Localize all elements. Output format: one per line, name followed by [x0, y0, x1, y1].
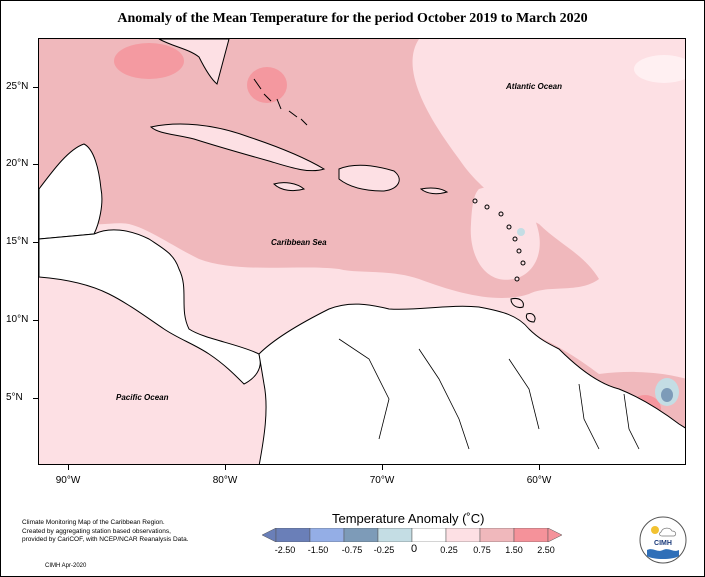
lon-label-60w: 60°W [526, 475, 552, 486]
legend-swatch [343, 528, 379, 542]
cimh-logo: CIMH [639, 516, 687, 564]
land-puerto-rico [419, 187, 449, 195]
lat-label-15n: 15°N [6, 236, 29, 247]
anomaly-cool-guianas-inner [661, 388, 673, 402]
anomaly-band-low-islands [470, 186, 540, 280]
legend-swatch [479, 528, 515, 542]
land-south-america [258, 303, 685, 464]
legend-tick-label: 0.75 [473, 545, 491, 555]
legend-tick-label: 0.25 [440, 545, 458, 555]
legend-tick-label: 2.50 [537, 545, 555, 555]
land-borders [338, 338, 640, 450]
legend-arrow-low [262, 528, 277, 542]
land-yucatan [39, 143, 103, 240]
legend-tick-label: -2.50 [274, 545, 296, 555]
land-florida [158, 39, 230, 85]
legend-arrow-high [547, 528, 562, 542]
map-title: Anomaly of the Mean Temperature for the … [117, 11, 588, 26]
legend-tick-label: 1.50 [505, 545, 523, 555]
lon-tick [382, 465, 383, 470]
land-bahamas [253, 78, 308, 126]
lon-label-90w: 90°W [55, 475, 81, 486]
lat-tick [33, 398, 38, 399]
legend-swatch [309, 528, 345, 542]
lat-tick [33, 87, 38, 88]
land-cuba [149, 123, 326, 172]
legend-swatch [275, 528, 311, 542]
sun-icon [651, 526, 659, 534]
label-pacific-ocean: Pacific Ocean [116, 393, 169, 402]
label-atlantic-ocean: Atlantic Ocean [506, 82, 563, 91]
lon-tick [539, 465, 540, 470]
legend-tick-label: -1.50 [307, 545, 329, 555]
anomaly-hotspot-florida [114, 43, 184, 79]
footnote: Climate Monitoring Map of the Caribbean … [22, 519, 202, 545]
lon-tick [225, 465, 226, 470]
anomaly-neutral-atlantic [634, 55, 685, 83]
temperature-anomaly-map [38, 38, 686, 465]
logo-text: CIMH [654, 540, 672, 547]
wave-icon [647, 549, 679, 559]
anomaly-hotspot-bahamas [247, 67, 287, 103]
legend-colorbar [262, 528, 562, 542]
legend-swatch [513, 528, 549, 542]
lat-tick [33, 242, 38, 243]
legend-tick-label: -0.75 [341, 545, 363, 555]
legend-swatch [445, 528, 481, 542]
lat-label-20n: 20°N [6, 158, 29, 169]
anomaly-cool-antilles [517, 228, 525, 236]
lon-label-80w: 80°W [212, 475, 238, 486]
lat-label-5n: 5°N [6, 392, 23, 403]
legend-swatch [377, 528, 413, 542]
land-lesser-antilles [472, 198, 536, 323]
land-hispaniola [338, 164, 400, 192]
lat-tick [33, 164, 38, 165]
footnote-date: CIMH Apr-2020 [45, 563, 87, 569]
footnote-line: Created by aggregating station based obs… [22, 527, 171, 535]
legend-tick-label: -0.25 [373, 545, 395, 555]
cloud-icon [659, 527, 677, 537]
lon-tick [68, 465, 69, 470]
legend-title: Temperature Anomaly (˚C) [332, 511, 485, 526]
map-canvas [39, 39, 685, 464]
legend-swatch [411, 528, 447, 542]
lon-label-70w: 70°W [369, 475, 395, 486]
land-central-america [39, 229, 261, 385]
footnote-line: provided by CariCOF, with NCEP/NCAR Rean… [22, 536, 189, 543]
lat-label-10n: 10°N [6, 314, 29, 325]
lat-label-25n: 25°N [6, 81, 29, 92]
legend-tick-label: 0 [410, 543, 418, 555]
land-jamaica [273, 182, 306, 192]
label-caribbean-sea: Caribbean Sea [271, 238, 327, 247]
lat-tick [33, 320, 38, 321]
footnote-line: Climate Monitoring Map of the Caribbean … [22, 519, 165, 526]
